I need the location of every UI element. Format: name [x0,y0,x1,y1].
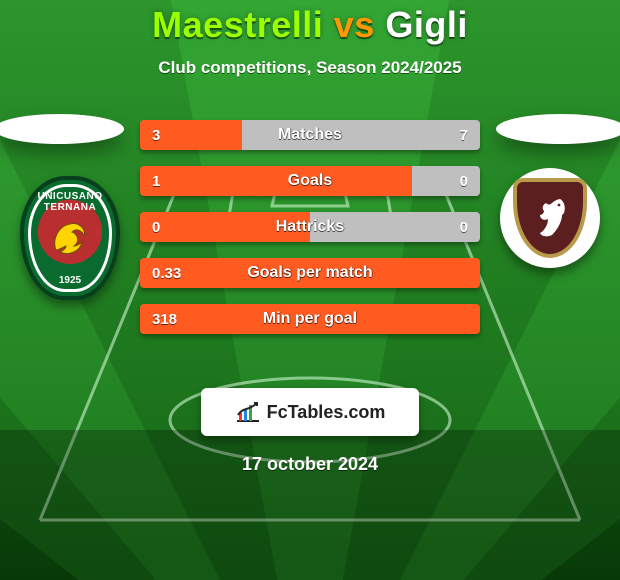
page-title: Maestrelli vs Gigli [0,4,620,46]
stat-bar-left [140,258,480,288]
brand-text: FcTables.com [267,402,386,423]
stat-row: Goals per match0.33 [140,258,480,288]
club-badge-left-year: 1925 [20,275,120,286]
comparison-area: UNICUSANO TERNANA 1925 Matches37 Goals10 H… [0,120,620,380]
title-player-left: Maestrelli [152,4,323,45]
subtitle: Club competitions, Season 2024/2025 [0,58,620,78]
horse-icon [530,195,570,241]
stat-bar-right [412,166,480,196]
stat-bars: Matches37 Goals10 Hattricks00 Goals per mat… [140,120,480,350]
player-photo-right-placeholder [496,114,620,144]
title-player-right: Gigli [385,4,468,45]
club-badge-left-text: UNICUSANO TERNANA [20,192,120,213]
stat-bar-right [310,212,480,242]
club-badge-right-shield [513,178,587,258]
stat-bar-left [140,120,242,150]
stat-row: Goals10 [140,166,480,196]
content-root: Maestrelli vs Gigli Club competitions, S… [0,0,620,580]
stat-bar-left [140,166,412,196]
club-badge-left: UNICUSANO TERNANA 1925 [20,176,120,300]
stat-bar-left [140,212,310,242]
brand-badge[interactable]: FcTables.com [201,388,419,436]
title-vs: vs [334,4,375,45]
bar-chart-icon [235,401,261,423]
club-badge-right [500,168,600,268]
stat-row: Min per goal318 [140,304,480,334]
dragon-icon [48,216,92,260]
stat-row: Hattricks00 [140,212,480,242]
stat-bar-right [242,120,480,150]
stat-row: Matches37 [140,120,480,150]
stat-bar-left [140,304,480,334]
footer-date: 17 october 2024 [0,454,620,475]
player-photo-left-placeholder [0,114,124,144]
